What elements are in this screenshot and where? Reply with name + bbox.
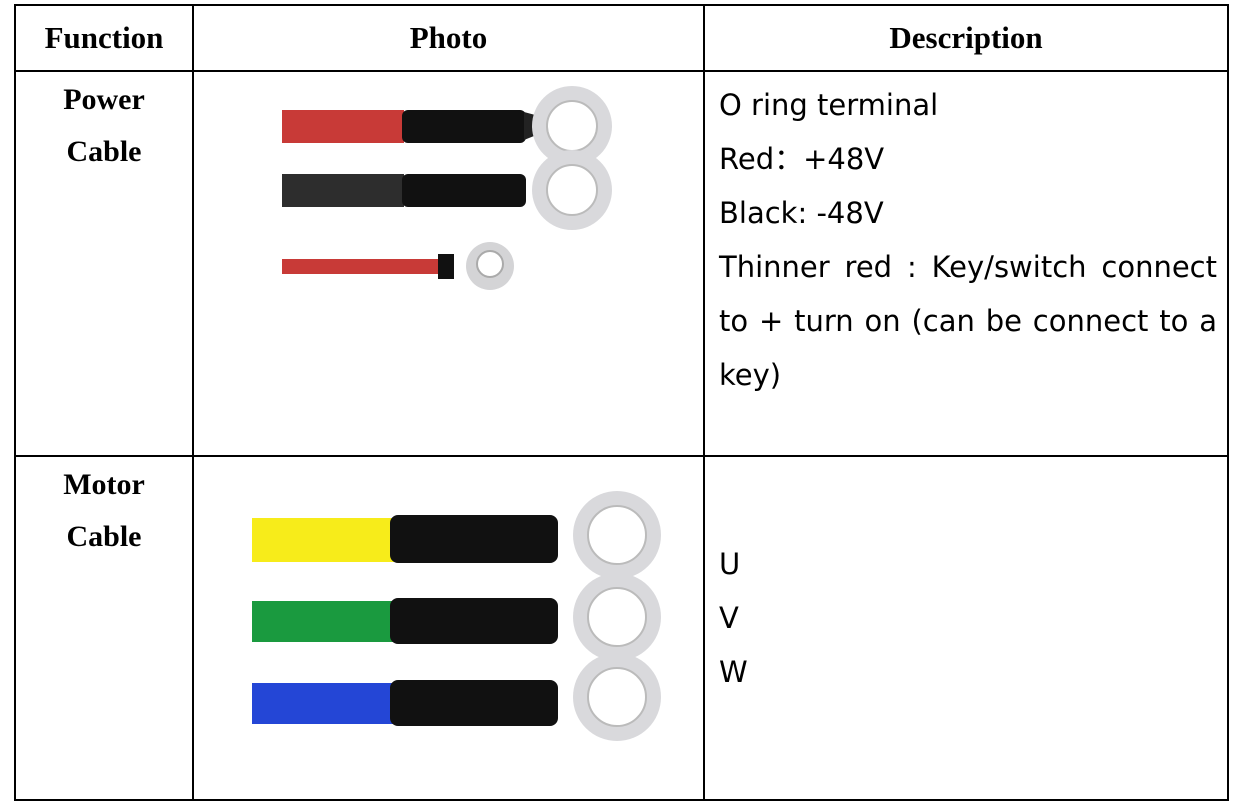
photo-cell xyxy=(192,455,705,801)
function-label: Motor Cable xyxy=(63,468,145,553)
description-line: U xyxy=(719,547,741,581)
header-cell: Description xyxy=(703,4,1229,72)
description-line: Red：+48V xyxy=(719,142,885,176)
photo-cell xyxy=(192,70,705,457)
header-cell: Photo xyxy=(192,4,705,72)
function-cell: Motor Cable xyxy=(14,455,194,801)
cable-photo xyxy=(252,491,661,741)
cable-table: Function Photo Description Power Cable O… xyxy=(14,4,1229,801)
header-cell: Function xyxy=(14,4,194,72)
header-row: Function Photo Description xyxy=(14,4,1229,72)
description-line: W xyxy=(719,655,748,689)
function-label: Power Cable xyxy=(63,83,145,168)
description-line: Thinner red : Key/switch connect to + tu… xyxy=(719,250,1217,392)
row: Power Cable O ring terminal Red：+48V Black… xyxy=(14,70,1229,457)
description-cell: O ring terminal Red：+48V Black: -48V Thinne… xyxy=(703,70,1229,457)
cable-photo xyxy=(282,86,612,290)
description-line: O ring terminal xyxy=(719,88,939,122)
function-cell: Power Cable xyxy=(14,70,194,457)
description-line: V xyxy=(719,601,739,635)
description-line: Black: -48V xyxy=(719,196,884,230)
